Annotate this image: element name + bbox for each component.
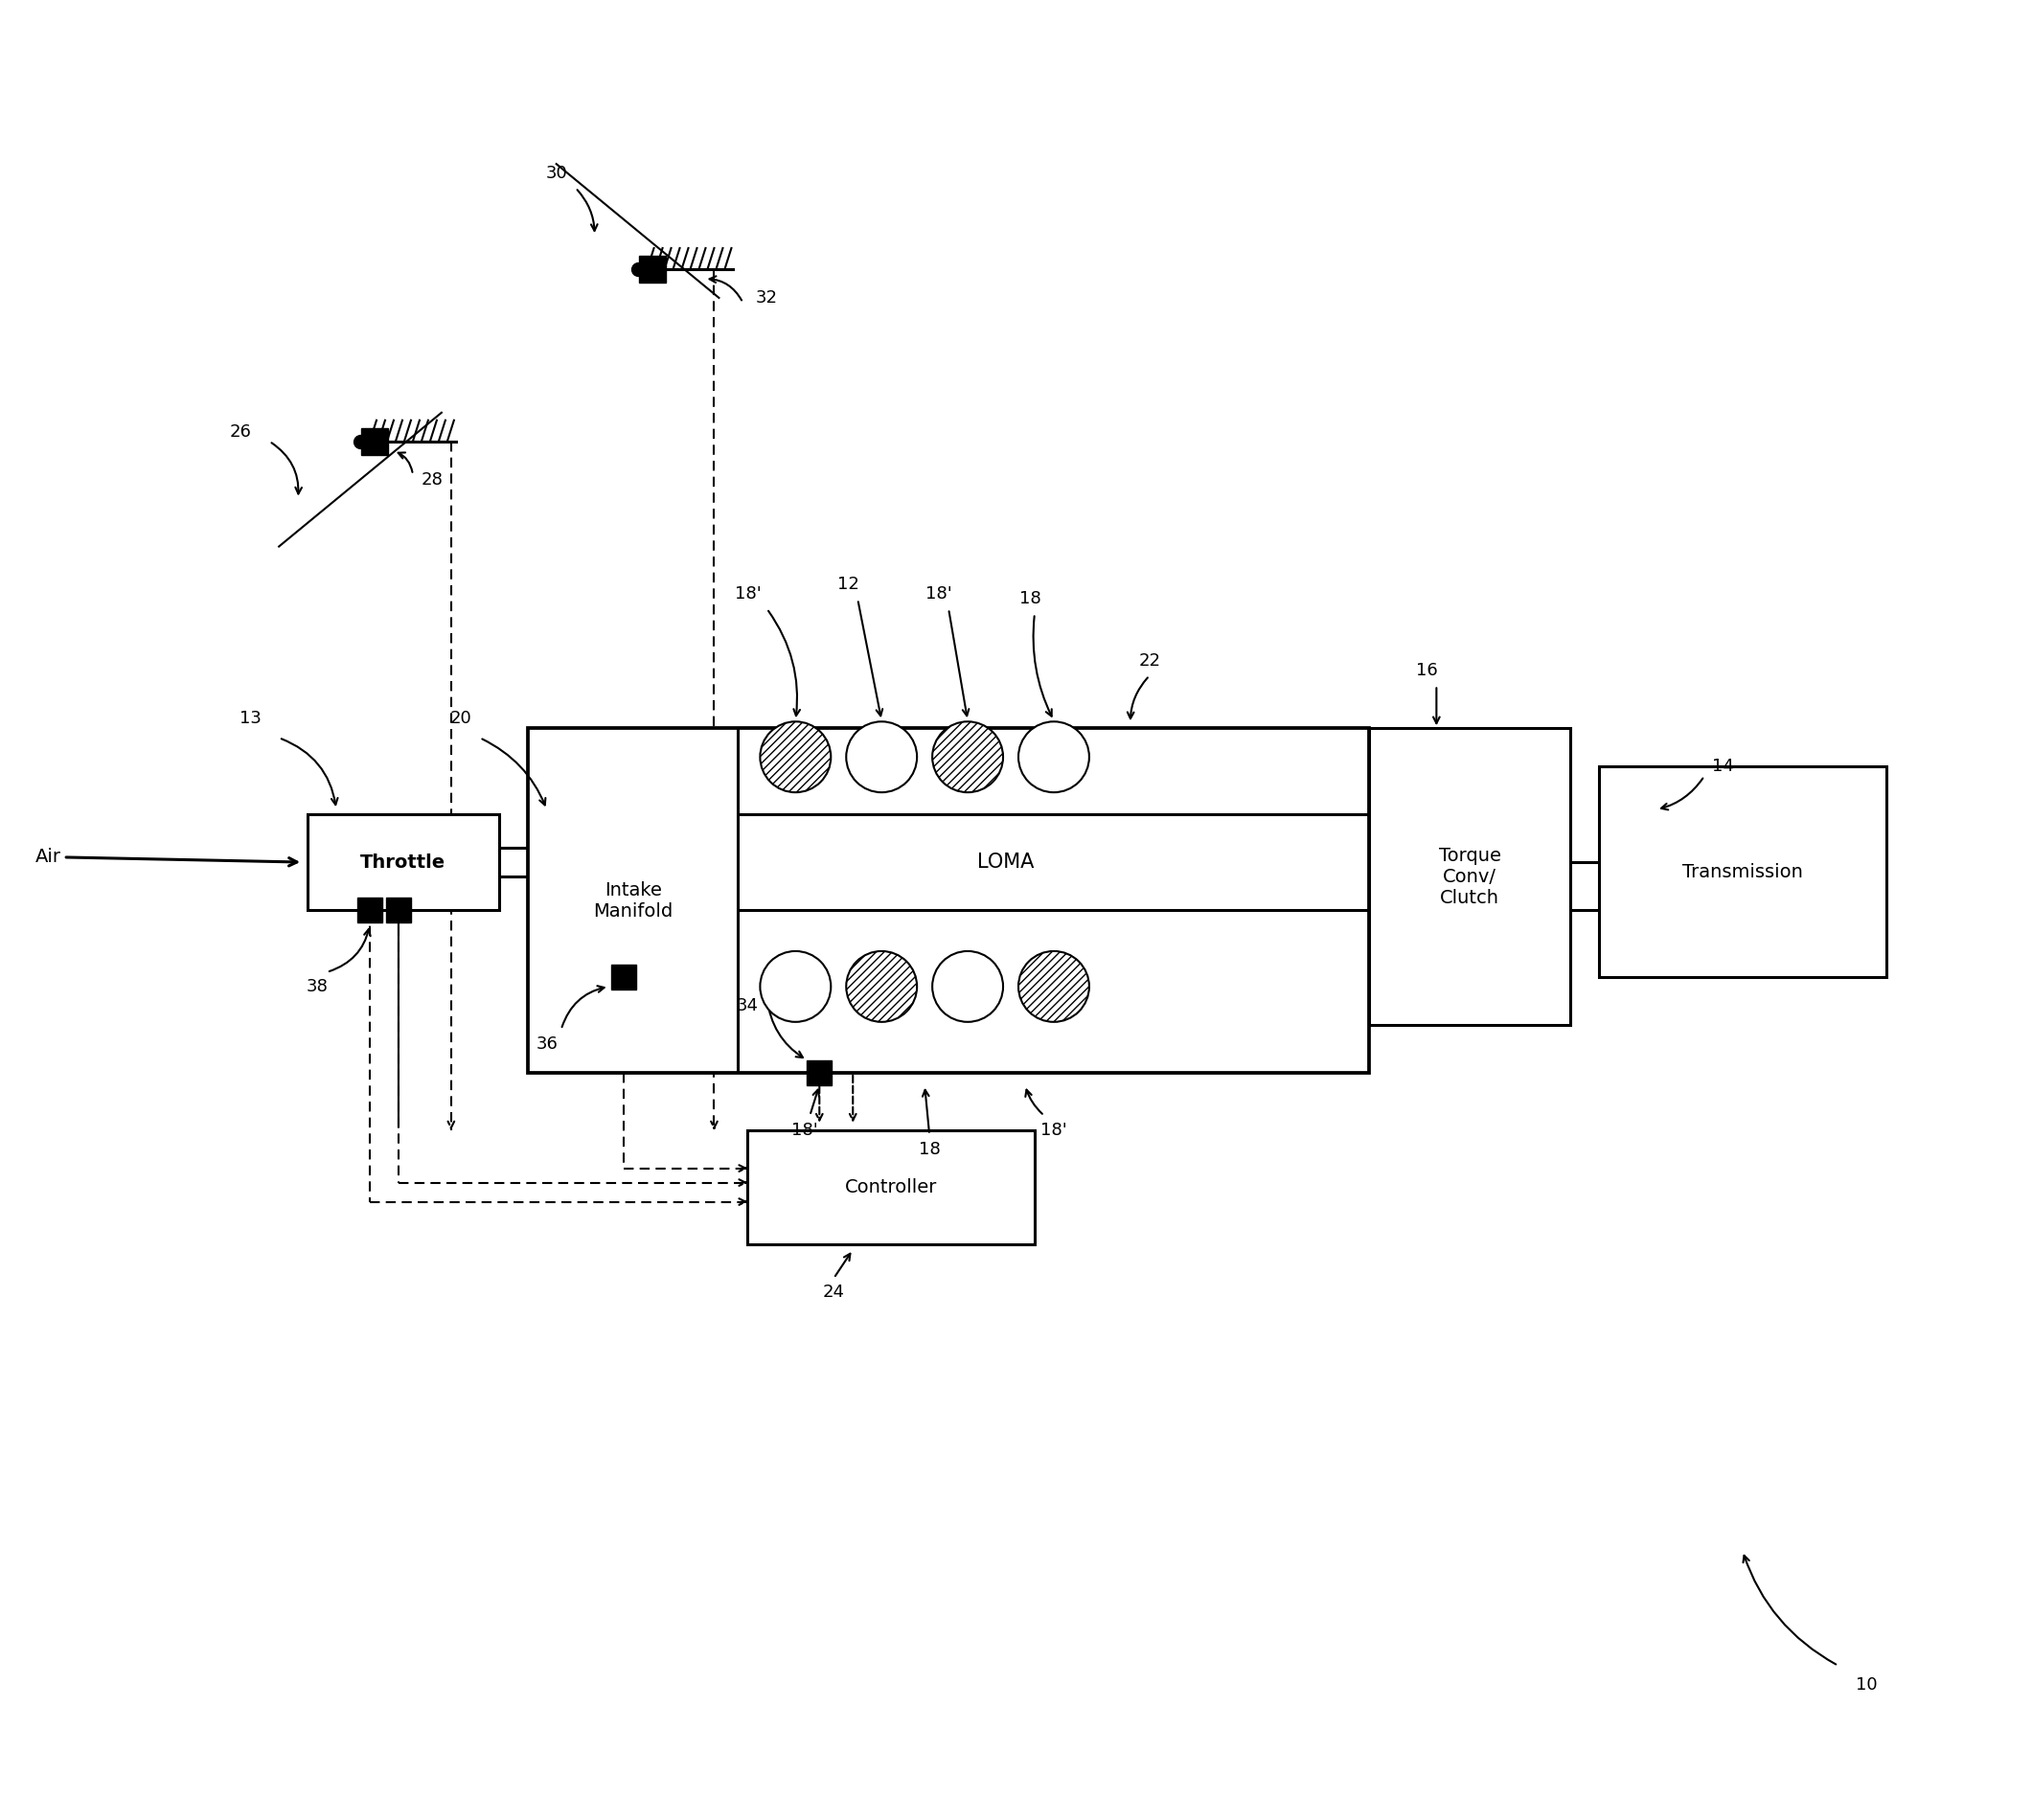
Circle shape [933, 721, 1004, 792]
Text: LOMA: LOMA [977, 852, 1034, 872]
Text: 26: 26 [230, 422, 252, 440]
Text: Intake
Manifold: Intake Manifold [593, 881, 673, 921]
Text: 18': 18' [734, 586, 760, 602]
Text: 18': 18' [927, 586, 953, 602]
Text: 18': 18' [792, 1121, 819, 1139]
Circle shape [845, 952, 916, 1021]
Bar [362, 428, 388, 455]
Text: 34: 34 [738, 997, 758, 1014]
Text: Transmission: Transmission [1682, 863, 1802, 881]
Text: 18': 18' [1040, 1121, 1067, 1139]
Bar [612, 965, 636, 990]
Text: 20: 20 [449, 710, 471, 728]
Text: 32: 32 [756, 289, 778, 306]
Circle shape [1018, 952, 1089, 1021]
Circle shape [933, 952, 1004, 1021]
FancyBboxPatch shape [1599, 766, 1886, 977]
Circle shape [760, 952, 831, 1021]
FancyBboxPatch shape [748, 1130, 1034, 1245]
FancyBboxPatch shape [528, 728, 1370, 1072]
Text: 10: 10 [1855, 1676, 1878, 1693]
Text: Air: Air [35, 848, 297, 866]
Text: 24: 24 [823, 1283, 845, 1301]
FancyBboxPatch shape [1370, 728, 1571, 1025]
Text: 13: 13 [240, 710, 262, 728]
Text: 18: 18 [1018, 590, 1040, 608]
Circle shape [760, 721, 831, 792]
Text: Torque
Conv/
Clutch: Torque Conv/ Clutch [1439, 846, 1502, 906]
Circle shape [845, 721, 916, 792]
Bar [386, 897, 410, 923]
Text: 28: 28 [421, 471, 443, 488]
Text: 14: 14 [1713, 757, 1735, 775]
Bar [638, 257, 664, 282]
Text: Throttle: Throttle [360, 854, 445, 872]
Text: 38: 38 [307, 977, 327, 996]
Text: 22: 22 [1138, 653, 1160, 670]
Bar [807, 1061, 831, 1085]
Bar [358, 897, 382, 923]
FancyBboxPatch shape [307, 814, 500, 910]
Circle shape [1018, 721, 1089, 792]
Text: 30: 30 [545, 166, 567, 182]
Text: 18: 18 [918, 1141, 941, 1158]
Text: 16: 16 [1416, 662, 1439, 679]
Text: 12: 12 [837, 577, 860, 593]
Text: Controller: Controller [845, 1178, 937, 1196]
Text: 36: 36 [536, 1036, 557, 1052]
